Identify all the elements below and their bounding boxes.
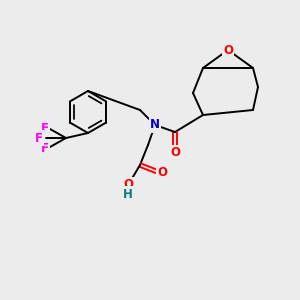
Text: O: O bbox=[223, 44, 233, 56]
Text: F: F bbox=[41, 122, 49, 134]
Text: F: F bbox=[41, 142, 49, 154]
Text: N: N bbox=[150, 118, 160, 131]
Text: H: H bbox=[123, 188, 133, 200]
Text: O: O bbox=[170, 146, 180, 160]
Text: F: F bbox=[35, 131, 43, 145]
Text: O: O bbox=[157, 166, 167, 178]
Text: O: O bbox=[123, 178, 133, 191]
